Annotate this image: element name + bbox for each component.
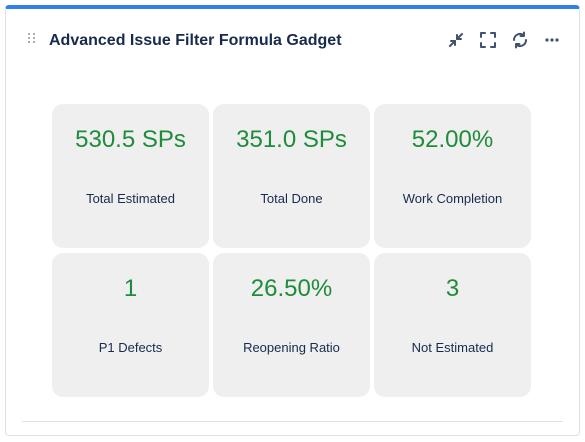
refresh-icon [512, 31, 528, 49]
minimize-icon [449, 33, 463, 47]
metric-tile-reopening-ratio: 26.50% Reopening Ratio [213, 253, 370, 397]
refresh-button[interactable] [511, 31, 529, 49]
metric-label: Total Estimated [86, 191, 175, 206]
metric-tile-total-estimated: 530.5 SPs Total Estimated [52, 104, 209, 248]
metric-tile-work-completion: 52.00% Work Completion [374, 104, 531, 248]
more-options-icon [545, 38, 559, 42]
metrics-grid: 530.5 SPs Total Estimated 351.0 SPs Tota… [52, 104, 531, 397]
metric-label: Not Estimated [411, 340, 494, 355]
metric-value: 26.50% [250, 275, 333, 302]
gadget-panel: Advanced Issue Filter Formula Gadget [5, 5, 580, 436]
drag-handle-icon[interactable] [28, 33, 36, 45]
metric-value: 351.0 SPs [236, 126, 347, 153]
metric-tile-total-done: 351.0 SPs Total Done [213, 104, 370, 248]
metric-value: 52.00% [411, 126, 494, 153]
footer-divider [22, 421, 563, 422]
gadget-title: Advanced Issue Filter Formula Gadget [49, 32, 342, 49]
metric-value: 530.5 SPs [75, 126, 186, 153]
metric-label: Work Completion [402, 191, 503, 206]
metric-value: 3 [445, 275, 460, 302]
fullscreen-icon [480, 32, 496, 48]
metric-label: Reopening Ratio [243, 340, 340, 355]
gadget-header: Advanced Issue Filter Formula Gadget [6, 9, 579, 71]
metric-value: 1 [123, 275, 138, 302]
more-options-button[interactable] [543, 31, 561, 49]
metric-tile-p1-defects: 1 P1 Defects [52, 253, 209, 397]
metric-label: P1 Defects [98, 340, 163, 355]
fullscreen-button[interactable] [479, 31, 497, 49]
metric-tile-not-estimated: 3 Not Estimated [374, 253, 531, 397]
gadget-actions [447, 31, 561, 49]
minimize-button[interactable] [447, 31, 465, 49]
metric-label: Total Done [260, 191, 323, 206]
